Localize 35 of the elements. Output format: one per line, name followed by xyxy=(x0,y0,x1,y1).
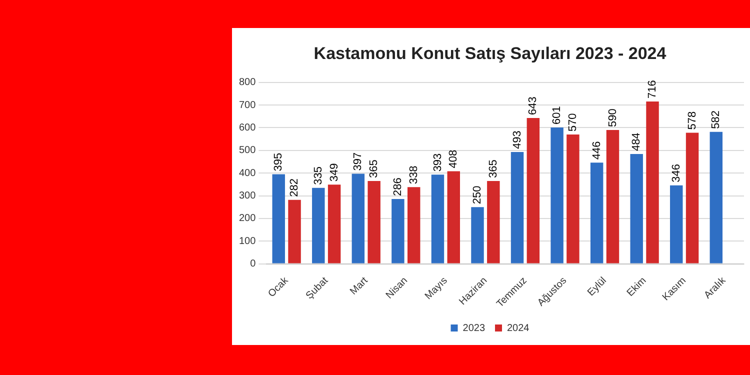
y-tick-label: 800 xyxy=(238,77,256,88)
data-label: 493 xyxy=(511,130,524,150)
data-label: 578 xyxy=(686,111,698,130)
data-label: 346 xyxy=(670,164,682,182)
data-label: 250 xyxy=(472,186,484,204)
y-tick-label: 200 xyxy=(238,213,256,224)
legend-label: 2023 xyxy=(462,322,486,334)
y-tick-label: 100 xyxy=(238,236,256,247)
data-label: 397 xyxy=(352,152,364,171)
data-label: 349 xyxy=(328,163,340,182)
data-label: 601 xyxy=(551,106,564,125)
y-tick-label: 500 xyxy=(238,145,256,156)
data-label: 365 xyxy=(368,160,380,178)
data-label: 484 xyxy=(630,132,643,152)
data-label: 590 xyxy=(606,108,619,128)
data-label: 338 xyxy=(408,166,420,184)
data-label: 282 xyxy=(288,178,301,197)
y-tick-label: 400 xyxy=(238,168,256,179)
data-label: 582 xyxy=(710,110,722,129)
data-label: 570 xyxy=(566,113,579,132)
y-tick-label: 0 xyxy=(250,258,256,270)
data-label: 446 xyxy=(590,141,603,160)
data-label: 643 xyxy=(527,96,540,115)
data-label: 365 xyxy=(487,160,500,178)
y-tick-label: 600 xyxy=(238,122,256,134)
data-label: 393 xyxy=(432,153,444,172)
data-label: 408 xyxy=(448,150,460,168)
legend-label: 2024 xyxy=(507,322,530,334)
chart-title: Kastamonu Konut Satış Sayıları 2023 - 2024 xyxy=(314,44,667,63)
data-label: 286 xyxy=(392,178,404,196)
data-label: 395 xyxy=(272,152,285,172)
y-tick-label: 700 xyxy=(238,100,256,111)
data-label: 716 xyxy=(646,80,659,98)
data-label: 335 xyxy=(312,166,324,185)
y-tick-label: 300 xyxy=(238,190,256,202)
